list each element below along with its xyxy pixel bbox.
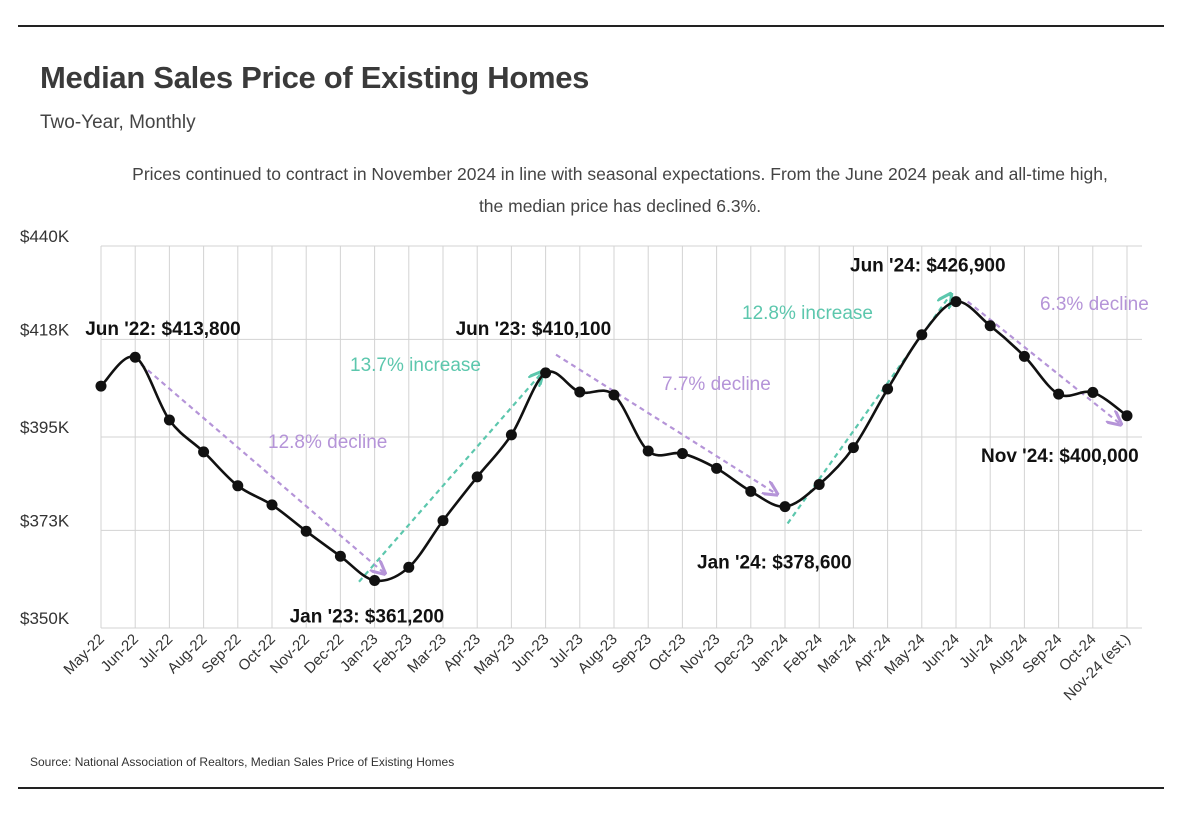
x-tick-label: May-22 xyxy=(60,631,107,678)
x-axis: May-22Jun-22Jul-22Aug-22Sep-22Oct-22Nov-… xyxy=(60,631,1133,704)
data-point xyxy=(163,414,175,426)
source-note: Source: National Association of Realtors… xyxy=(30,755,455,769)
data-point xyxy=(882,383,894,395)
x-tick-label: Jun-22 xyxy=(98,631,142,675)
data-point xyxy=(471,471,483,483)
price-callout: Nov '24: $400,000 xyxy=(981,446,1139,467)
x-tick-label: Jun-24 xyxy=(918,631,962,675)
data-point xyxy=(1087,386,1099,398)
data-point xyxy=(642,445,654,457)
data-point xyxy=(198,446,210,458)
data-point xyxy=(334,550,346,562)
trend-annotations: 12.8% decline 13.7% increase 7.7% decline 1… xyxy=(140,294,1149,583)
x-tick-label: Jun-23 xyxy=(508,631,552,675)
data-point xyxy=(608,389,620,401)
grid xyxy=(100,245,1142,629)
price-callout: Jan '24: $378,600 xyxy=(697,553,852,574)
data-point xyxy=(711,462,723,474)
bottom-rule xyxy=(18,787,1164,789)
data-point xyxy=(369,574,381,586)
data-point xyxy=(266,499,278,511)
trend-arrow xyxy=(555,353,776,494)
data-point xyxy=(984,320,996,332)
data-point xyxy=(437,515,449,527)
data-point xyxy=(950,296,962,308)
data-point xyxy=(95,380,107,392)
data-point xyxy=(847,442,859,454)
chart-subtitle: Two-Year, Monthly xyxy=(40,112,196,133)
y-tick-label: $373K xyxy=(20,511,70,530)
price-callout: Jun '24: $426,900 xyxy=(850,256,1006,277)
data-point xyxy=(540,367,552,379)
data-point xyxy=(745,485,757,497)
trend-arrow xyxy=(140,363,384,572)
data-point xyxy=(676,448,688,460)
price-callouts: Jun '22: $413,800 Jan '23: $361,200 Jun '2… xyxy=(85,256,1138,628)
x-tick-label: Dec-22 xyxy=(301,631,347,677)
x-tick-label: Mar-23 xyxy=(404,631,450,677)
y-axis: $350K $373K $395K $418K $440K xyxy=(20,227,70,628)
data-point xyxy=(300,525,312,537)
trend-label: 7.7% decline xyxy=(662,374,771,395)
chart-title: Median Sales Price of Existing Homes xyxy=(40,60,590,95)
price-series xyxy=(95,296,1133,586)
data-point xyxy=(232,480,244,492)
data-point xyxy=(505,429,517,441)
price-callout: Jun '22: $413,800 xyxy=(85,319,241,340)
data-point xyxy=(779,501,791,513)
data-point xyxy=(1018,350,1030,362)
data-point xyxy=(129,351,141,363)
y-tick-label: $350K xyxy=(20,609,70,628)
trend-label: 13.7% increase xyxy=(350,355,481,376)
trend-label: 6.3% decline xyxy=(1040,294,1149,315)
price-callout: Jun '23: $410,100 xyxy=(456,319,612,340)
x-tick-label: Mar-24 xyxy=(815,631,861,677)
chart-note: Prices continued to contract in November… xyxy=(132,164,1108,216)
top-rule xyxy=(18,25,1164,27)
trend-label: 12.8% increase xyxy=(742,303,873,324)
y-tick-label: $418K xyxy=(20,320,70,339)
data-point xyxy=(1053,388,1065,400)
price-callout: Jan '23: $361,200 xyxy=(290,606,445,627)
data-point xyxy=(574,386,586,398)
trend-arrow xyxy=(967,300,1120,424)
y-tick-label: $440K xyxy=(20,227,70,246)
data-point xyxy=(1121,410,1133,422)
y-tick-label: $395K xyxy=(20,418,70,437)
data-point xyxy=(813,479,825,491)
trend-label: 12.8% decline xyxy=(268,432,387,453)
data-point xyxy=(403,561,415,573)
data-point xyxy=(916,329,928,341)
trend-arrow xyxy=(358,373,542,583)
